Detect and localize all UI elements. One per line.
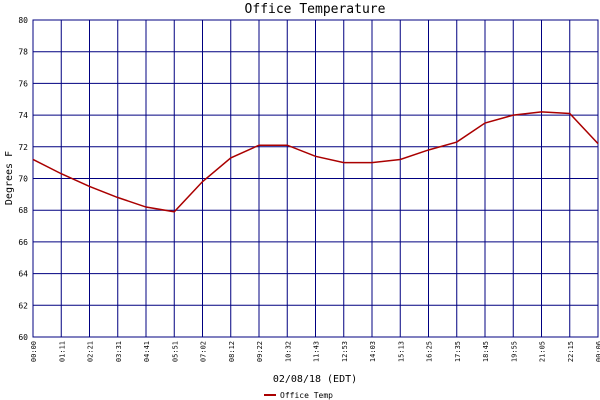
x-tick-label: 01:11: [58, 341, 66, 362]
x-tick-label: 15:13: [397, 341, 405, 362]
x-tick-label: 16:25: [426, 341, 434, 362]
x-tick-label: 17:35: [454, 341, 462, 362]
x-tick-label: 07:02: [200, 341, 208, 362]
y-tick-label: 68: [18, 206, 28, 215]
y-tick-label: 74: [18, 111, 28, 120]
x-tick-label: 18:45: [482, 341, 490, 362]
x-tick-label: 08:12: [228, 341, 236, 362]
x-tick-label: 14:03: [369, 341, 377, 362]
chart-title: Office Temperature: [245, 2, 386, 17]
x-tick-label: 10:32: [284, 341, 292, 362]
y-tick-label: 78: [18, 48, 28, 57]
y-tick-label: 70: [18, 175, 28, 184]
legend-label: Office Temp: [280, 391, 333, 400]
x-tick-label: 22:15: [567, 341, 575, 362]
x-tick-label: 00:06: [595, 341, 600, 362]
x-tick-label: 02:21: [87, 341, 95, 362]
x-tick-label: 00:00: [30, 341, 38, 362]
y-tick-label: 72: [18, 143, 28, 152]
x-tick-label: 21:05: [539, 341, 547, 362]
plot-frame: [32, 19, 599, 338]
y-tick-label: 76: [18, 79, 28, 88]
x-axis-label: 02/08/18 (EDT): [273, 374, 357, 385]
y-tick-label: 66: [18, 238, 28, 247]
x-tick-label: 03:31: [115, 341, 123, 362]
y-axis-label: Degrees F: [4, 151, 15, 205]
y-tick-label: 60: [18, 333, 28, 342]
x-tick-label: 19:55: [510, 341, 518, 362]
x-tick-label: 05:51: [171, 341, 179, 362]
x-tick-label: 04:41: [143, 341, 151, 362]
y-tick-label: 80: [18, 16, 28, 25]
data-line: [32, 111, 599, 213]
x-tick-label: 12:53: [341, 341, 349, 362]
y-tick-label: 64: [18, 270, 28, 279]
x-tick-label: 09:22: [256, 341, 264, 362]
y-tick-label: 62: [18, 301, 28, 310]
x-tick-label: 11:43: [313, 341, 321, 362]
